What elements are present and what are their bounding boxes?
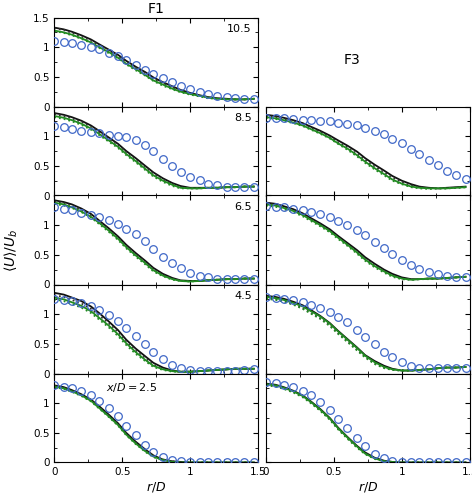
X-axis label: $r/D$: $r/D$ [146,480,166,494]
Text: 8.5: 8.5 [234,112,252,122]
Title: F1: F1 [148,2,165,16]
Text: $x/D = 2.5$: $x/D = 2.5$ [106,380,157,394]
Text: 10.5: 10.5 [227,24,252,34]
Text: F3: F3 [343,53,360,67]
X-axis label: $r/D$: $r/D$ [358,480,378,494]
Text: 4.5: 4.5 [234,290,252,300]
Text: $\langle U \rangle / U_b$: $\langle U \rangle / U_b$ [2,228,20,272]
Text: 6.5: 6.5 [234,202,252,211]
